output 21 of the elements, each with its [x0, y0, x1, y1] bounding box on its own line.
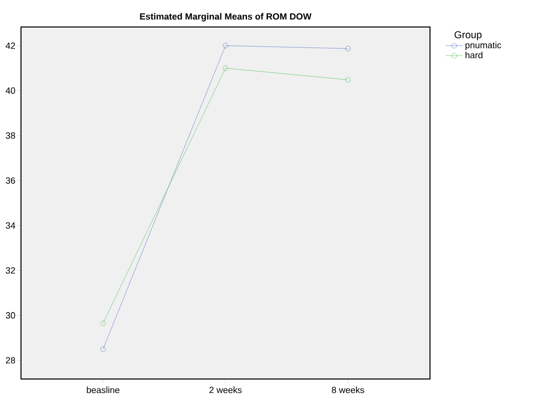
- chart-title: Estimated Marginal Means of ROM DOW: [140, 13, 312, 22]
- point: [345, 77, 351, 83]
- point: [222, 42, 228, 48]
- y-tick-label: 32: [6, 267, 16, 274]
- point: [100, 346, 106, 352]
- y-tick-label: 40: [6, 87, 16, 94]
- y-tick-label: 38: [6, 132, 16, 139]
- point: [345, 46, 351, 52]
- point: [222, 65, 228, 71]
- x-tick-label: beasline: [86, 386, 120, 394]
- legend-label: hard: [466, 52, 482, 58]
- point: [100, 320, 106, 326]
- x-tick-label: 8 weeks: [332, 386, 364, 394]
- y-tick-label: 30: [6, 312, 16, 319]
- y-tick-label: 42: [6, 42, 16, 49]
- x-tick-label: 2 weeks: [209, 386, 242, 394]
- y-tick-label: 28: [6, 357, 16, 364]
- legend-label: pnumatic: [466, 42, 502, 50]
- y-tick-label: 36: [6, 177, 16, 184]
- legend-title: Group: [454, 31, 482, 40]
- y-tick-label: 34: [6, 222, 16, 229]
